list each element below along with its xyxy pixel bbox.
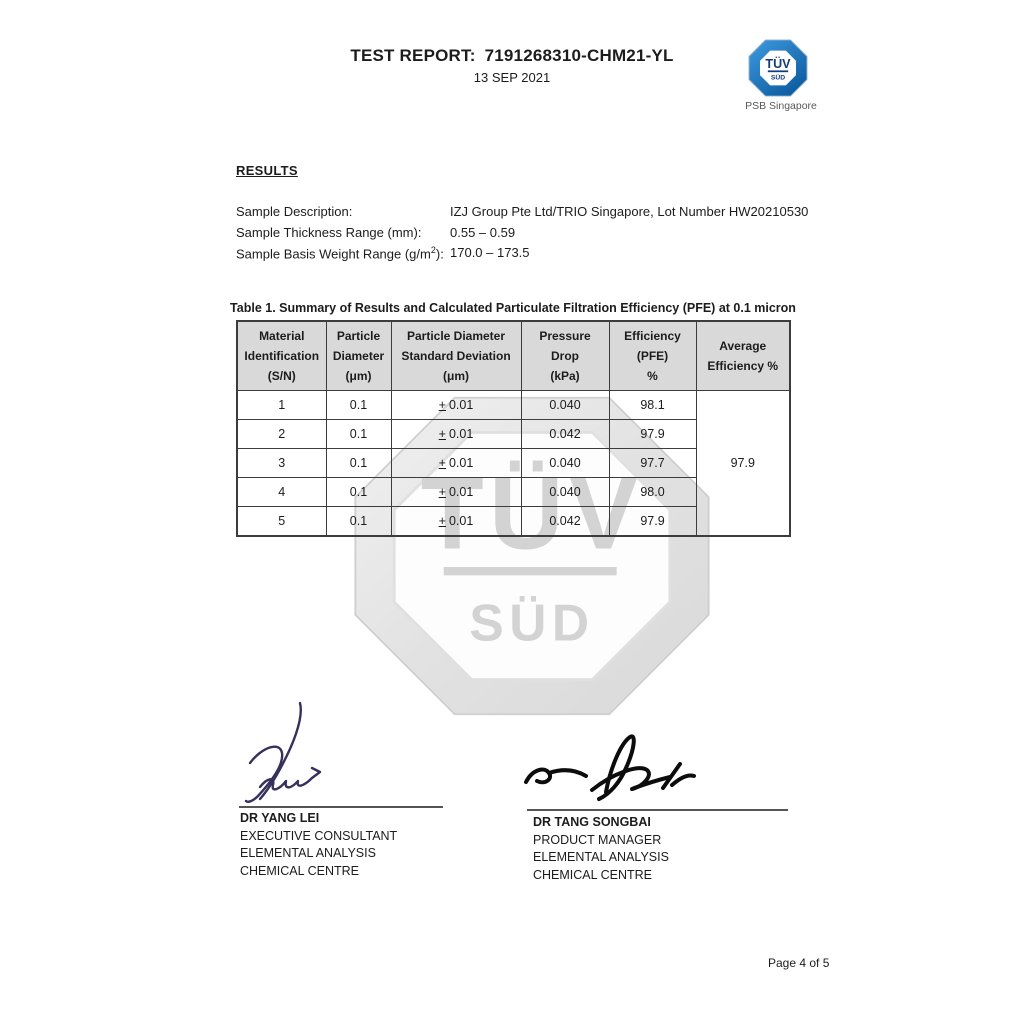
basis-weight-label-sup: 2: [430, 245, 436, 255]
tuv-sud-psb-logo: TÜV SÜD: [747, 38, 809, 98]
cell-std-dev: +0.01: [390, 390, 522, 420]
logo-tuv-text: TÜV: [765, 56, 791, 71]
signature-line-left: [239, 806, 443, 808]
cell-diameter: 0.1: [325, 419, 392, 449]
sample-thickness-value: 0.55 – 0.59: [450, 225, 516, 240]
cell-std-dev: +0.01: [390, 477, 522, 507]
cell-std-dev: +0.01: [390, 506, 522, 537]
sample-thickness-label: Sample Thickness Range (mm):: [236, 225, 422, 240]
logo-underline: [767, 70, 789, 73]
signatory-block-right: DR TANG SONGBAI PRODUCT MANAGER ELEMENTA…: [533, 814, 669, 884]
logo-caption: PSB Singapore: [745, 100, 817, 112]
report-title-label: TEST REPORT:: [350, 46, 476, 65]
signatory-name: DR TANG SONGBAI: [533, 815, 651, 829]
table-row: 5 0.1 +0.01 0.042 97.9: [236, 506, 790, 537]
signatory-title: EXECUTIVE CONSULTANT: [240, 828, 398, 843]
col-header-particle-diameter: Particle Diameter (μm): [325, 320, 392, 391]
signatory-dept: ELEMENTAL ANALYSIS: [533, 850, 669, 864]
table-row: 3 0.1 +0.01 0.040 97.7: [236, 448, 790, 478]
cell-pressure: 0.040: [520, 390, 610, 420]
cell-sn: 4: [236, 477, 327, 507]
table-row: 1 0.1 +0.01 0.040 98.1 97.9: [236, 390, 791, 537]
cell-pfe: 98.1: [608, 390, 697, 420]
cell-sn: 5: [236, 506, 327, 537]
cell-diameter: 0.1: [325, 506, 392, 537]
col-header-efficiency: Efficiency (PFE)%: [608, 320, 697, 391]
sample-description-value: IZJ Group Pte Ltd/TRIO Singapore, Lot Nu…: [450, 204, 809, 219]
cell-diameter: 0.1: [325, 477, 392, 507]
cell-pfe: 97.9: [608, 419, 697, 449]
basis-weight-label-post: ):: [435, 246, 444, 262]
report-title: TEST REPORT: 7191268310-CHM21-YL: [0, 46, 1024, 66]
signatory-org: CHEMICAL CENTRE: [240, 863, 359, 878]
cell-sn: 1: [236, 390, 327, 420]
cell-diameter: 0.1: [325, 390, 392, 420]
table-row: 4 0.1 +0.01 0.040 98.0: [236, 477, 790, 507]
page-number: Page 4 of 5: [768, 956, 830, 970]
logo-inner-octagon: [760, 50, 796, 86]
cell-sn: 3: [236, 448, 327, 478]
signatory-name: DR YANG LEI: [240, 811, 320, 825]
signature-line-right: [527, 809, 788, 811]
col-header-pressure-drop: Pressure Drop (kPa): [520, 320, 610, 391]
cell-pfe: 97.7: [608, 448, 697, 478]
cell-sn: 2: [236, 419, 327, 449]
col-header-std-deviation: Particle Diameter Standard Deviation (μm): [390, 320, 522, 391]
cell-std-dev: +0.01: [390, 448, 522, 478]
cell-pfe: 98.0: [608, 477, 697, 507]
cell-average-efficiency: 97.9: [695, 390, 791, 537]
col-header-material-id: Material Identification (S/N): [236, 320, 327, 391]
watermark-sud-text: SÜD: [469, 594, 594, 652]
watermark-underline: [443, 567, 617, 576]
sample-description-label: Sample Description:: [236, 204, 353, 219]
sample-basis-weight-value: 170.0 – 173.5: [450, 245, 530, 260]
signature-yang-lei: [244, 701, 322, 803]
cell-diameter: 0.1: [325, 448, 392, 478]
table-title: Table 1. Summary of Results and Calculat…: [230, 301, 796, 315]
col-header-average-efficiency: Average Efficiency %: [695, 320, 791, 391]
results-table: Material Identification (S/N) Particle Diam…: [236, 320, 791, 537]
cell-pressure: 0.042: [520, 506, 610, 537]
logo-sud-text: SÜD: [771, 73, 785, 82]
cell-pfe: 97.9: [608, 506, 697, 537]
signatory-block-left: DR YANG LEI EXECUTIVE CONSULTANT ELEMENT…: [240, 810, 397, 880]
results-heading: RESULTS: [236, 163, 298, 178]
report-date: 13 SEP 2021: [473, 70, 551, 85]
cell-pressure: 0.042: [520, 419, 610, 449]
cell-pressure: 0.040: [520, 477, 610, 507]
report-number: 7191268310-CHM21-YL: [484, 46, 674, 65]
sample-basis-weight-label: Sample Basis Weight Range (g/m2):: [236, 245, 444, 261]
signatory-org: CHEMICAL CENTRE: [533, 867, 652, 882]
signature-tang-songbai: [524, 734, 696, 801]
cell-pressure: 0.040: [520, 448, 610, 478]
basis-weight-label-pre: Sample Basis Weight Range (g/m: [236, 246, 431, 262]
table-header-row: Material Identification (S/N) Particle Diam…: [236, 320, 791, 391]
cell-std-dev: +0.01: [390, 419, 522, 449]
signatory-dept: ELEMENTAL ANALYSIS: [240, 846, 376, 860]
signatory-title: PRODUCT MANAGER: [533, 832, 662, 847]
